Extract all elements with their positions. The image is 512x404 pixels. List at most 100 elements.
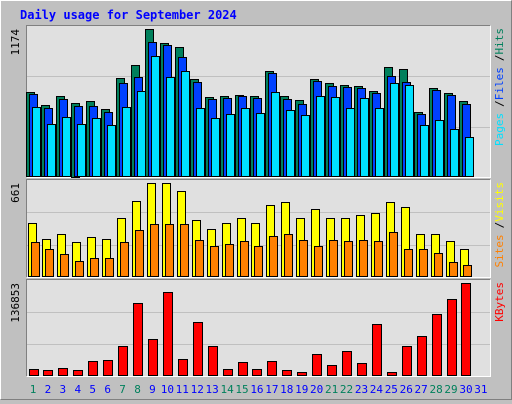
bar xyxy=(225,244,234,277)
bar xyxy=(105,258,114,277)
bar xyxy=(120,242,129,277)
x-tick-label: 27 xyxy=(415,383,428,396)
legend: Pages/Files/Hits xyxy=(493,28,506,146)
x-tick-label: 24 xyxy=(370,383,384,396)
x-tick-label: 29 xyxy=(444,383,457,396)
bar xyxy=(193,322,203,376)
bar xyxy=(137,91,146,177)
bar xyxy=(226,114,235,177)
bar xyxy=(103,360,113,376)
bar xyxy=(447,299,457,376)
bar xyxy=(238,362,248,376)
bar xyxy=(284,234,293,277)
bar xyxy=(43,370,53,376)
bar xyxy=(267,361,277,376)
bar xyxy=(461,283,471,376)
bar xyxy=(405,85,414,177)
bar xyxy=(417,336,427,376)
bar xyxy=(148,339,158,376)
y-tick-label: 136853 xyxy=(9,283,22,323)
x-tick-label: 14 xyxy=(220,383,234,396)
x-tick-label: 7 xyxy=(119,383,126,396)
x-tick-label: 26 xyxy=(400,383,413,396)
bar xyxy=(359,240,368,277)
bevel xyxy=(26,179,491,278)
bar xyxy=(163,292,173,376)
bar xyxy=(402,346,412,376)
bar xyxy=(60,254,69,277)
bar xyxy=(375,108,384,177)
legend: KBytes xyxy=(493,282,506,322)
bar xyxy=(178,359,188,376)
x-tick-label: 21 xyxy=(325,383,338,396)
x-tick-label: 8 xyxy=(134,383,141,396)
bar xyxy=(342,351,352,376)
bar xyxy=(419,249,428,277)
bar xyxy=(327,365,337,376)
bar xyxy=(29,369,39,376)
bar xyxy=(45,249,54,277)
bar xyxy=(133,303,143,376)
legend-entry: Files xyxy=(493,67,506,100)
bar xyxy=(196,108,205,177)
x-tick-label: 12 xyxy=(191,383,204,396)
legend-entry: Pages xyxy=(493,113,506,146)
bar xyxy=(420,125,429,177)
bar xyxy=(344,241,353,277)
y-tick-label: 1174 xyxy=(9,29,22,56)
legend-entry: Visits xyxy=(493,182,506,222)
x-tick-label: 20 xyxy=(310,383,323,396)
chart-title: Daily usage for September 2024 xyxy=(20,8,237,22)
bar xyxy=(211,118,220,177)
x-tick-label: 31 xyxy=(474,383,487,396)
bar xyxy=(254,246,263,277)
bar xyxy=(77,124,86,177)
bar xyxy=(118,346,128,376)
x-tick-label: 11 xyxy=(176,383,189,396)
x-tick-label: 13 xyxy=(206,383,219,396)
bar xyxy=(241,108,250,177)
bar xyxy=(404,249,413,277)
bar xyxy=(390,83,399,177)
legend-separator: / xyxy=(493,222,506,229)
bar xyxy=(434,253,443,277)
bar xyxy=(107,125,116,177)
x-tick-label: 28 xyxy=(429,383,442,396)
bar xyxy=(166,77,175,177)
bar xyxy=(31,242,40,277)
bevel xyxy=(26,279,491,377)
bar xyxy=(372,324,382,376)
x-tick-label: 17 xyxy=(265,383,278,396)
bar xyxy=(312,354,322,376)
bevel xyxy=(26,25,491,178)
x-tick-label: 16 xyxy=(250,383,263,396)
bar xyxy=(240,241,249,277)
x-tick-label: 1 xyxy=(30,383,37,396)
bar xyxy=(62,117,71,177)
bar xyxy=(299,240,308,277)
bar xyxy=(449,262,458,277)
x-tick-label: 18 xyxy=(280,383,293,396)
x-tick-label: 5 xyxy=(89,383,96,396)
x-tick-label: 10 xyxy=(161,383,174,396)
bar xyxy=(450,129,459,177)
x-tick-label: 15 xyxy=(235,383,248,396)
bar xyxy=(389,232,398,277)
x-tick-label: 6 xyxy=(104,383,111,396)
bevel xyxy=(26,179,491,278)
bar xyxy=(282,370,292,376)
legend-entry: Hits xyxy=(493,28,506,55)
bar xyxy=(465,137,474,177)
bar xyxy=(58,368,68,376)
bar xyxy=(316,96,325,177)
x-tick-label: 19 xyxy=(295,383,308,396)
bar xyxy=(387,372,397,376)
x-tick-label: 3 xyxy=(60,383,67,396)
bar xyxy=(331,97,340,177)
bar xyxy=(75,261,84,277)
x-tick-label: 2 xyxy=(45,383,52,396)
bar xyxy=(47,124,56,177)
bar xyxy=(435,120,444,177)
